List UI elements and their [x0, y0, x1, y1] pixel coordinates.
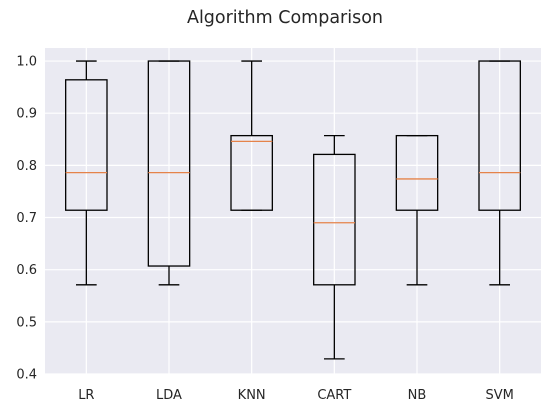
box-iqr	[147, 60, 191, 267]
x-tick-label: KNN	[238, 388, 266, 403]
y-tick-label: 0.8	[16, 159, 37, 174]
x-tick-label: NB	[408, 388, 427, 403]
box-iqr	[313, 153, 356, 286]
boxes	[65, 60, 521, 360]
x-tick-label: SVM	[485, 388, 513, 403]
box-lr	[65, 60, 108, 286]
box-svm	[478, 60, 521, 286]
box-iqr	[230, 134, 273, 211]
y-tick-label: 0.4	[16, 368, 37, 383]
y-tick-label: 1.0	[16, 55, 37, 70]
box-iqr	[65, 79, 108, 211]
plot-area	[45, 48, 541, 374]
x-tick-label: LDA	[156, 388, 182, 403]
box-cart	[313, 134, 356, 360]
y-tick-label: 0.5	[16, 315, 37, 330]
chart-title: Algorithm Comparison	[187, 8, 383, 28]
box-iqr	[478, 60, 521, 211]
box-lda	[147, 60, 191, 286]
x-axis-ticks: LR LDA KNN CART NB SVM	[78, 388, 514, 403]
x-tick-label: CART	[317, 388, 351, 403]
box-iqr	[395, 134, 439, 211]
box-nb	[395, 134, 439, 286]
y-tick-label: 0.6	[16, 263, 37, 278]
x-tick-label: LR	[78, 388, 94, 403]
y-tick-label: 0.9	[16, 107, 37, 122]
box-knn	[230, 60, 273, 211]
y-tick-label: 0.7	[16, 211, 37, 226]
y-axis-ticks: 0.4 0.5 0.6 0.7 0.8 0.9 1.0	[16, 55, 37, 383]
